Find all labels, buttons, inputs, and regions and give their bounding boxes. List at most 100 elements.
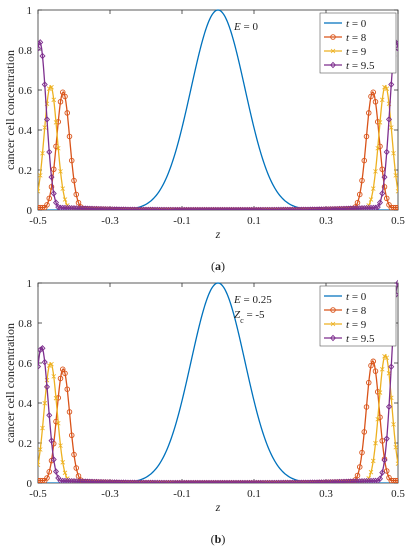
- data-point: [228, 206, 235, 210]
- data-point: [273, 479, 280, 483]
- data-point: [253, 479, 260, 483]
- data-point: [365, 477, 372, 483]
- data-point: [133, 206, 141, 210]
- data-point: [221, 206, 228, 210]
- data-point: [343, 205, 350, 210]
- data-point: [151, 206, 159, 210]
- data-point: [46, 148, 53, 156]
- data-point: [122, 206, 129, 210]
- y-tick-label: 0: [27, 478, 33, 490]
- data-point: [239, 206, 246, 210]
- x-tick-label: -0.3: [101, 215, 119, 227]
- data-point: [138, 206, 145, 210]
- data-point: [131, 479, 138, 483]
- data-point: [329, 478, 336, 483]
- x-tick-label: -0.5: [29, 215, 47, 227]
- data-point: [244, 206, 251, 210]
- y-tick-label: 1: [27, 278, 33, 290]
- data-point: [77, 478, 84, 483]
- data-point: [93, 205, 100, 210]
- data-point: [307, 479, 314, 483]
- data-point: [42, 125, 48, 130]
- data-point: [64, 386, 70, 392]
- data-point: [172, 479, 179, 483]
- data-point: [97, 205, 105, 210]
- data-point: [43, 383, 51, 391]
- data-point: [384, 468, 390, 474]
- data-point: [84, 478, 91, 483]
- data-point: [100, 478, 107, 483]
- data-point: [147, 206, 154, 210]
- data-point: [293, 206, 300, 210]
- data-point: [370, 477, 377, 483]
- data-point: [142, 479, 150, 483]
- data-point: [393, 477, 398, 483]
- data-point: [228, 479, 235, 483]
- data-point: [374, 203, 381, 210]
- data-point: [366, 379, 372, 386]
- data-point: [280, 206, 287, 210]
- data-point: [39, 52, 46, 60]
- data-point: [356, 478, 363, 483]
- data-point: [68, 477, 75, 483]
- data-point: [367, 477, 375, 483]
- data-point: [345, 478, 352, 483]
- data-point: [280, 479, 287, 483]
- data-point: [259, 479, 267, 483]
- data-point: [354, 199, 361, 206]
- data-point: [40, 425, 45, 431]
- data-point: [88, 478, 96, 483]
- data-point: [39, 345, 46, 352]
- x-tick-label: 0.5: [391, 488, 405, 500]
- data-point: [118, 479, 125, 483]
- data-point: [361, 204, 368, 210]
- data-point: [77, 205, 84, 210]
- data-point: [384, 355, 390, 361]
- data-point: [232, 206, 240, 210]
- data-point: [183, 206, 190, 210]
- data-point: [62, 470, 68, 476]
- data-point: [345, 205, 352, 210]
- data-point: [140, 206, 147, 210]
- data-point: [361, 157, 368, 164]
- data-point: [336, 205, 343, 210]
- data-point: [46, 363, 52, 368]
- data-point: [383, 435, 390, 442]
- chart-panel-a: -0.5 -0.3 -0.1 0.1 0.3 0.5 0 0.2 0.4 0.6 0.8 1 z canc…: [3, 5, 405, 273]
- y-tick-label: 0.8: [18, 45, 32, 57]
- data-point: [41, 81, 48, 88]
- data-point: [38, 462, 41, 468]
- data-point: [212, 206, 219, 210]
- data-point: [133, 479, 141, 483]
- data-point: [268, 206, 276, 210]
- data-point: [374, 477, 381, 483]
- data-point: [359, 449, 365, 456]
- data-point: [284, 206, 291, 210]
- annotation-text: E = 0: [233, 21, 258, 33]
- x-tick-label: -0.1: [173, 215, 190, 227]
- y-tick-label: 0: [27, 205, 33, 217]
- legend-label: t = 8: [346, 32, 367, 44]
- data-point: [368, 93, 374, 100]
- data-point: [149, 206, 156, 210]
- data-point: [393, 173, 398, 178]
- data-point: [181, 479, 188, 483]
- data-point: [111, 479, 118, 483]
- data-point: [95, 478, 102, 483]
- data-point: [304, 479, 312, 483]
- data-point: [196, 479, 204, 483]
- data-point: [359, 177, 365, 184]
- data-point: [217, 479, 224, 483]
- data-point: [111, 206, 118, 210]
- data-point: [127, 479, 134, 483]
- y-tick-label: 0.4: [18, 125, 32, 137]
- legend: t = 0 t = 8 t = 9 t = 9.5: [319, 12, 397, 74]
- data-point: [354, 205, 361, 210]
- series-line: [38, 282, 398, 483]
- data-point: [363, 404, 370, 410]
- data-point: [320, 206, 327, 210]
- data-point: [358, 205, 366, 210]
- data-point: [199, 479, 206, 483]
- data-point: [68, 432, 75, 439]
- data-point: [241, 206, 249, 210]
